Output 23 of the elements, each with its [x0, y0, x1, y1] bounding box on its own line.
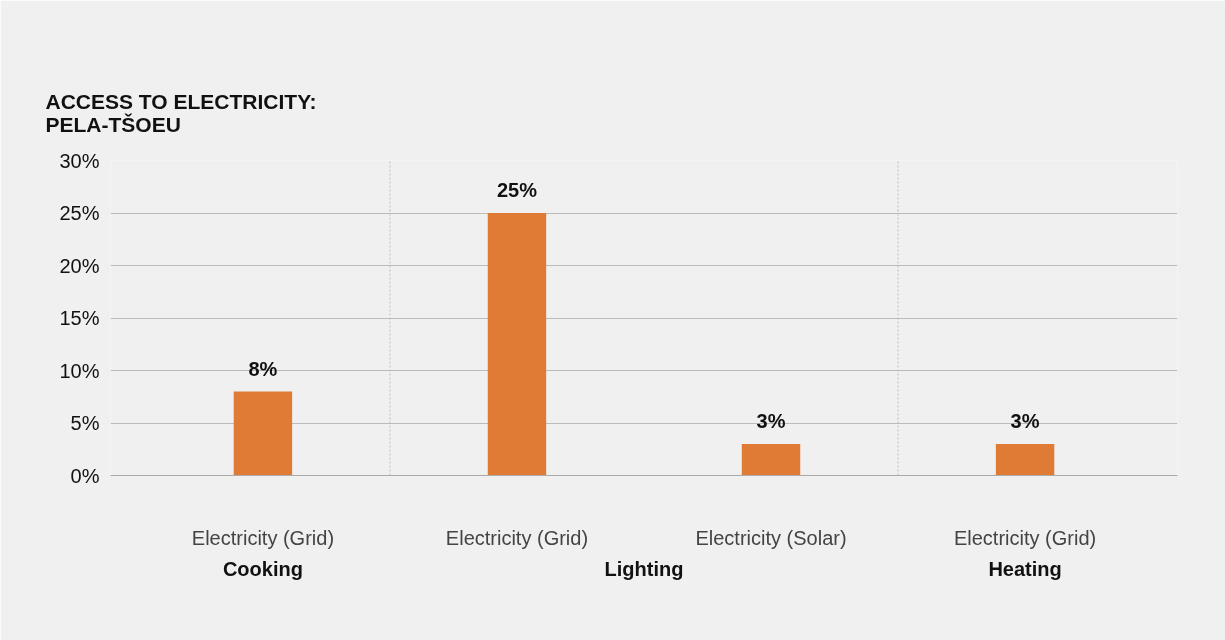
- x-tick-label: Electricity (Grid): [191, 526, 335, 549]
- text: Lighting: [604, 557, 684, 580]
- data-label: 25%: [496, 179, 538, 201]
- y-tick-label: 25%: [59, 202, 100, 224]
- chart-title: ACCESS TO ELECTRICITY: PELA-TŠOEU: [45, 89, 317, 136]
- x-tick-label: Electricity (Solar): [695, 526, 847, 549]
- y-tick-label: 20%: [59, 254, 100, 277]
- text: Cooking: [222, 557, 303, 580]
- x-tick-label: Electricity (Grid): [953, 526, 1097, 549]
- y-tick-label: 0%: [70, 464, 100, 487]
- bar: [487, 213, 547, 476]
- x-tick-label: Electricity (Grid): [445, 526, 589, 549]
- bar: [995, 444, 1055, 476]
- text: Heating: [988, 557, 1062, 580]
- y-tick-label: 10%: [59, 359, 100, 382]
- bar: [233, 391, 293, 476]
- data-label: 3%: [1010, 410, 1040, 432]
- bar: [741, 444, 801, 476]
- data-label: 8%: [248, 357, 278, 380]
- data-label: 3%: [756, 410, 786, 432]
- y-tick-label: 30%: [59, 149, 100, 172]
- y-tick-label: 15%: [59, 307, 100, 329]
- y-tick-label: 5%: [70, 412, 100, 434]
